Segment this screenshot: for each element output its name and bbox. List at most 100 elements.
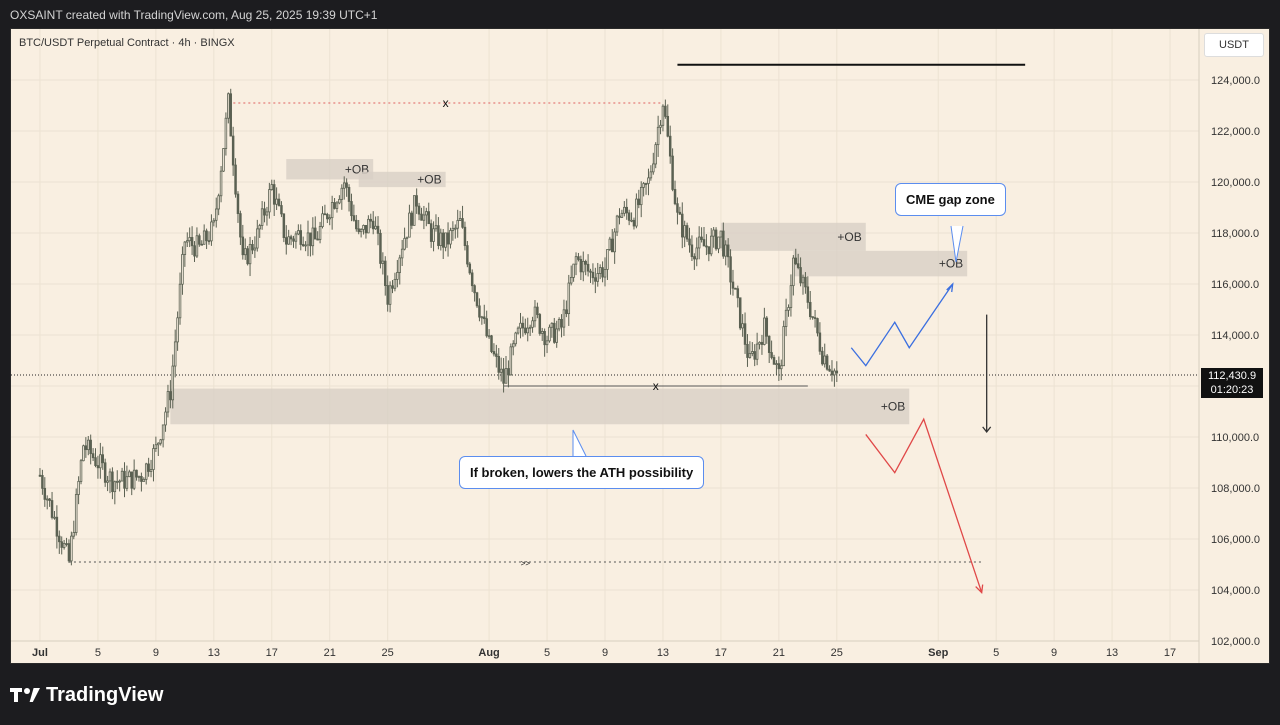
candle-body bbox=[516, 327, 520, 334]
chart-panel[interactable]: +OB +OB +OB +OB +OB x x >> 124,000.0 122,000.0 1… bbox=[10, 28, 1270, 664]
ath-callout-pointer bbox=[572, 429, 587, 457]
candle-body bbox=[473, 285, 476, 294]
candle-body bbox=[437, 225, 440, 246]
order-block-zone bbox=[793, 250, 968, 277]
candle-body bbox=[243, 248, 247, 256]
candle-body bbox=[408, 212, 411, 238]
candle-body bbox=[313, 227, 317, 240]
candle-body bbox=[352, 215, 356, 221]
y-tick-label: 120,000.0 bbox=[1211, 177, 1260, 189]
candle-body bbox=[246, 248, 249, 265]
candle-body bbox=[770, 352, 773, 358]
candle-body bbox=[693, 256, 696, 260]
candle-body bbox=[219, 170, 223, 197]
price-chart[interactable]: +OB+OB+OB+OB+OB xx>> 124,000.0122,000.01… bbox=[11, 29, 1269, 663]
candle-body bbox=[87, 439, 90, 451]
y-tick-label: 122,000.0 bbox=[1211, 126, 1260, 138]
candle-body bbox=[734, 287, 737, 290]
candle-body bbox=[787, 307, 790, 311]
candle-body bbox=[446, 232, 450, 245]
candle-body bbox=[572, 263, 575, 278]
candle-body bbox=[400, 248, 404, 259]
candle-body bbox=[591, 271, 595, 279]
candle-body bbox=[82, 445, 85, 462]
candle-body bbox=[772, 357, 776, 365]
candle-body bbox=[603, 268, 607, 278]
candle-body bbox=[548, 326, 551, 342]
candle-body bbox=[661, 105, 665, 126]
candle-body bbox=[635, 198, 638, 227]
currency-selector[interactable]: USDT bbox=[1204, 33, 1264, 57]
candle-body bbox=[586, 263, 590, 272]
candle-body bbox=[719, 230, 723, 238]
candle-body bbox=[186, 240, 189, 243]
candle-body bbox=[309, 232, 312, 247]
candle-body bbox=[268, 189, 271, 213]
x-tick-label: 13 bbox=[208, 647, 220, 659]
candle-body bbox=[818, 332, 822, 352]
candle-body bbox=[214, 208, 218, 221]
tradingview-brand: TradingView bbox=[46, 683, 164, 706]
candle-body bbox=[540, 330, 544, 334]
candle-body bbox=[782, 326, 785, 367]
candle-body bbox=[137, 475, 141, 478]
candle-body bbox=[362, 224, 365, 230]
x-tick-label: 13 bbox=[657, 647, 669, 659]
candle-body bbox=[562, 309, 566, 328]
candle-body bbox=[799, 267, 802, 284]
candle-body bbox=[130, 471, 133, 489]
candle-body bbox=[659, 124, 662, 128]
candle-body bbox=[227, 93, 230, 119]
candle-body bbox=[642, 183, 645, 188]
candle-body bbox=[357, 228, 360, 233]
candle-body bbox=[355, 219, 358, 230]
candle-body bbox=[664, 105, 667, 117]
candle-body bbox=[610, 238, 614, 253]
candle-body bbox=[565, 309, 568, 315]
level-marker-label: x bbox=[653, 379, 659, 393]
attribution-text: OXSAINT created with TradingView.com, Au… bbox=[10, 8, 378, 22]
candle-body bbox=[417, 205, 421, 215]
x-tick-label: 17 bbox=[715, 647, 727, 659]
candle-body bbox=[751, 351, 754, 354]
candle-body bbox=[157, 442, 160, 446]
y-tick-label: 104,000.0 bbox=[1211, 585, 1260, 597]
candle-body bbox=[748, 353, 752, 358]
candle-body bbox=[654, 144, 657, 165]
candle-body bbox=[217, 195, 220, 210]
candle-body bbox=[53, 516, 56, 519]
candle-body bbox=[210, 221, 213, 242]
candle-body bbox=[709, 235, 713, 255]
candle-body bbox=[741, 323, 744, 329]
candle-body bbox=[323, 213, 327, 216]
candle-body bbox=[270, 184, 274, 190]
candle-body bbox=[161, 424, 165, 441]
candle-body bbox=[557, 318, 561, 330]
candle-body bbox=[632, 219, 636, 227]
candle-body bbox=[147, 463, 150, 472]
candle-body bbox=[176, 317, 179, 343]
candle-body bbox=[683, 225, 686, 238]
candle-body bbox=[685, 225, 689, 240]
candle-body bbox=[229, 93, 232, 137]
candle-body bbox=[598, 267, 602, 274]
x-tick-label: 5 bbox=[993, 647, 999, 659]
candle-body bbox=[536, 306, 539, 315]
candle-body bbox=[492, 351, 496, 355]
candle-body bbox=[393, 278, 397, 289]
candle-body bbox=[717, 236, 720, 250]
candle-body bbox=[794, 257, 798, 265]
candle-body bbox=[140, 475, 143, 482]
candle-body bbox=[294, 233, 298, 242]
candle-body bbox=[381, 260, 385, 264]
x-tick-label: 5 bbox=[95, 647, 101, 659]
cme-callout-pointer bbox=[950, 225, 964, 263]
order-block-label: +OB bbox=[939, 257, 963, 271]
candle-body bbox=[60, 541, 63, 548]
candle-body bbox=[806, 286, 810, 303]
candle-body bbox=[681, 213, 684, 238]
candle-body bbox=[521, 322, 525, 329]
candle-body bbox=[142, 478, 146, 482]
candle-body bbox=[555, 328, 558, 343]
candle-body bbox=[128, 471, 131, 478]
